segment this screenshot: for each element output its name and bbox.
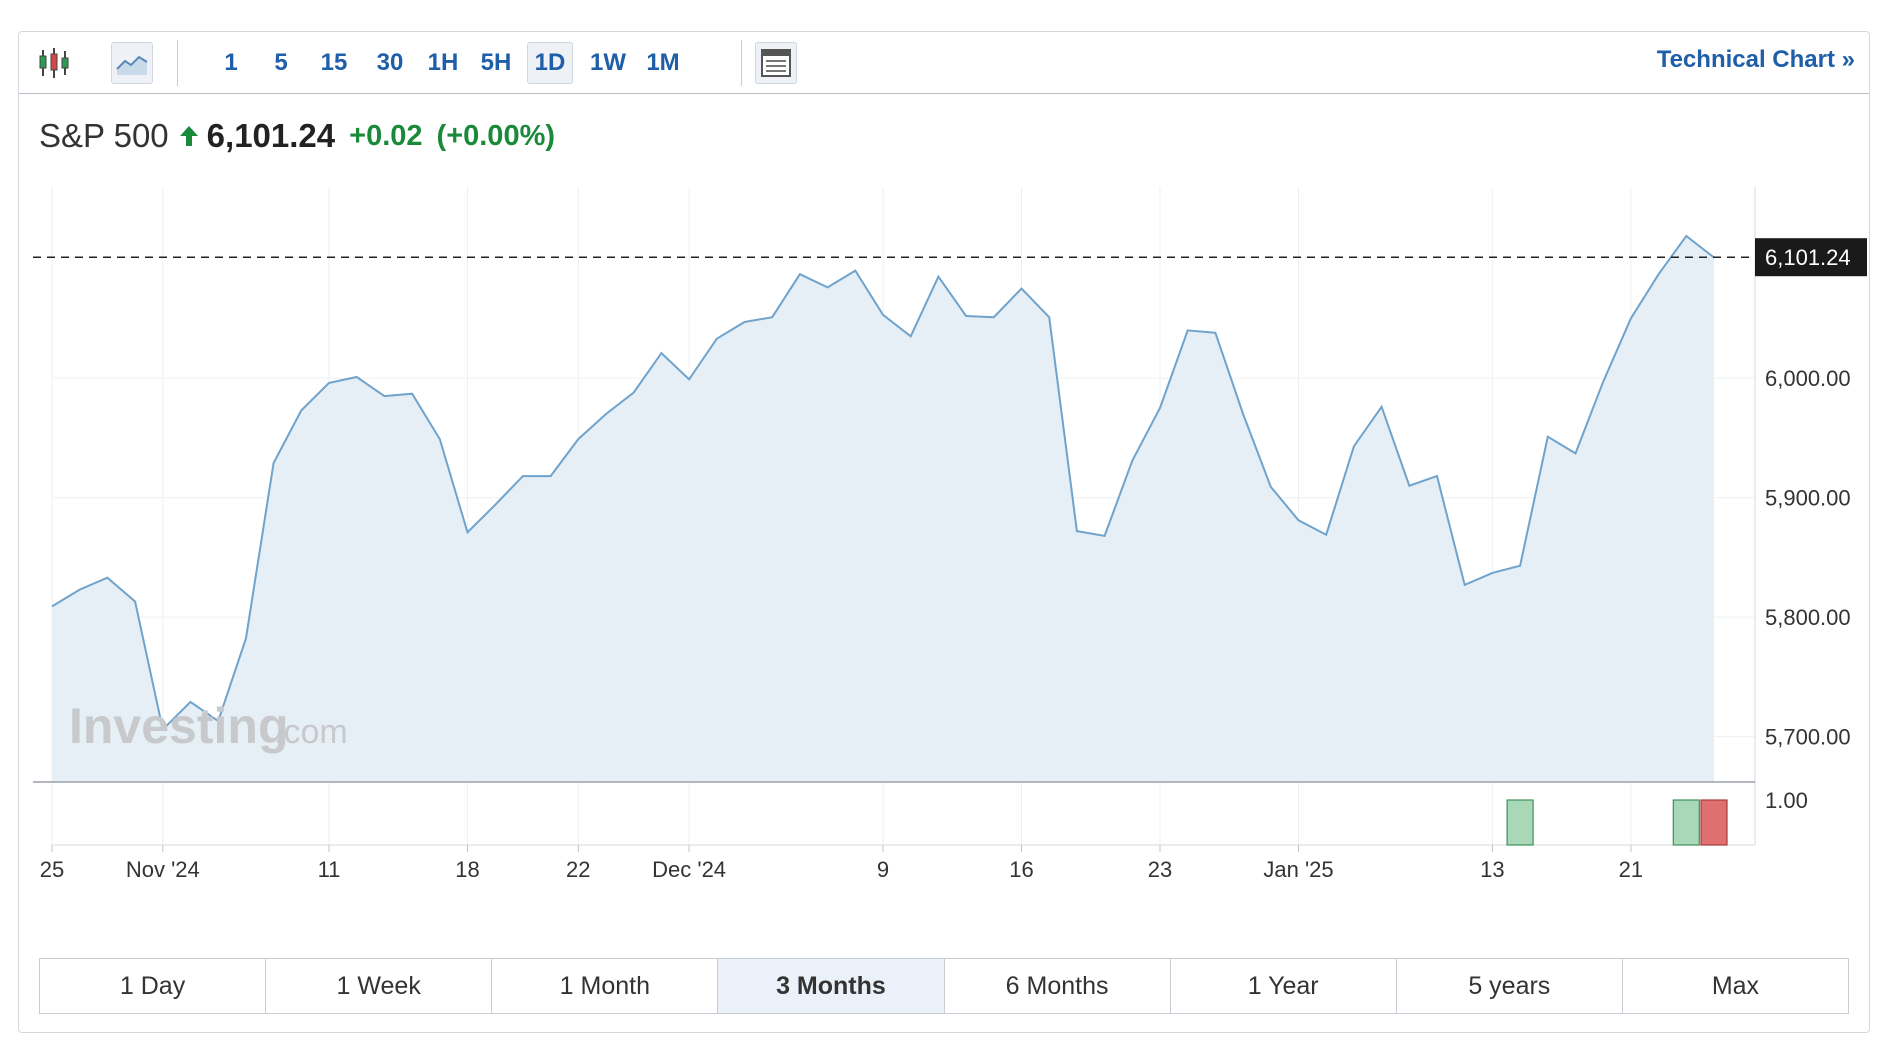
range-selector: 1 Day 1 Week 1 Month 3 Months 6 Months 1 Year… (39, 958, 1849, 1014)
x-tick-label: 18 (455, 857, 479, 882)
table-icon[interactable] (755, 42, 797, 84)
double-chevron-right-icon: » (1841, 46, 1855, 73)
x-tick-label: 13 (1480, 857, 1504, 882)
x-tick-label: 21 (1619, 857, 1643, 882)
period-button[interactable]: 1H (427, 49, 459, 76)
investing-watermark: Investing .com (69, 698, 348, 754)
arrow-up-icon (179, 125, 199, 147)
x-tick-label: 25 (40, 857, 64, 882)
range-button[interactable]: 5 years (1397, 959, 1623, 1013)
range-button[interactable]: 6 Months (945, 959, 1171, 1013)
y-axis: 5,700.00 5,800.00 5,900.00 6,000.00 (1765, 366, 1851, 749)
svg-text:Investing: Investing (69, 698, 288, 754)
candlestick-icon[interactable] (33, 42, 75, 84)
x-tick-label: Nov '24 (126, 857, 200, 882)
volume-bar (1506, 799, 1534, 846)
price-change-percent: (+0.00%) (436, 119, 556, 152)
y-tick-label: 5,900.00 (1765, 486, 1851, 511)
period-button[interactable]: 15 (320, 49, 348, 76)
last-price-tag-bg (1755, 238, 1867, 277)
volume-bar (1700, 799, 1728, 846)
x-tick-label: 11 (318, 857, 341, 882)
range-button[interactable]: 3 Months (718, 959, 945, 1013)
x-axis: 25 Nov '24 11 18 22 Dec '24 9 16 23 Jan '25 13 21 (40, 845, 1643, 882)
period-button[interactable]: 5H (480, 49, 512, 76)
toolbar-separator (177, 40, 178, 86)
range-button[interactable]: 1 Day (40, 959, 267, 1013)
last-price-tag: 6,101.24 (1755, 238, 1867, 277)
period-button[interactable]: 1M (646, 49, 680, 76)
price-line (51, 234, 1715, 732)
price-change: +0.02 (349, 119, 423, 152)
volume-axis-label: 1.00 (1765, 788, 1808, 813)
technical-chart-label: Technical Chart (1656, 46, 1835, 73)
area-chart-icon[interactable] (111, 42, 153, 84)
chart-widget: 1 5 15 30 1H 5H 1D 1W 1M Technical Chart » S&P 5… (18, 31, 1870, 1033)
svg-text:.com: .com (274, 713, 348, 751)
x-tick-label: 9 (877, 857, 889, 882)
instrument-name: S&P 500 (39, 117, 169, 154)
x-tick-label: 16 (1009, 857, 1033, 882)
period-button[interactable]: 1W (590, 49, 626, 76)
y-tick-label: 6,000.00 (1765, 366, 1851, 391)
last-price: 6,101.24 (206, 117, 336, 154)
last-price-tag-label: 6,101.24 (1765, 245, 1851, 270)
range-button[interactable]: Max (1711, 972, 1760, 1000)
price-area-fill (52, 236, 1714, 782)
quote-header: S&P 500 6,101.24 +0.02 (+0.00%) (39, 116, 555, 156)
period-button[interactable]: 5 (274, 49, 288, 76)
y-tick-label: 5,700.00 (1765, 725, 1851, 750)
x-tick-label: 22 (566, 857, 590, 882)
range-button[interactable]: 1 Week (266, 959, 493, 1013)
x-tick-label: Jan '25 (1263, 857, 1333, 882)
technical-chart-link[interactable]: Technical Chart » (1657, 46, 1855, 74)
volume-bar (1672, 799, 1700, 846)
period-button[interactable]: 1 (224, 49, 238, 76)
range-button[interactable]: 1 Year (1171, 959, 1397, 1013)
y-tick-label: 5,800.00 (1765, 605, 1851, 630)
range-button[interactable]: 1 Month (492, 959, 719, 1013)
chart-toolbar: 1 5 15 30 1H 5H 1D 1W 1M Technical Chart » (19, 32, 1869, 94)
x-tick-label: 23 (1148, 857, 1172, 882)
x-tick-label: Dec '24 (652, 857, 726, 882)
volume-panel: 1.00 (33, 781, 1808, 846)
toolbar-separator (741, 40, 742, 86)
period-button[interactable]: 1D (527, 42, 573, 84)
price-chart[interactable]: Investing .com 5,700.00 5,800.00 5,900.00 6… (19, 32, 1871, 912)
period-button[interactable]: 30 (376, 49, 404, 76)
